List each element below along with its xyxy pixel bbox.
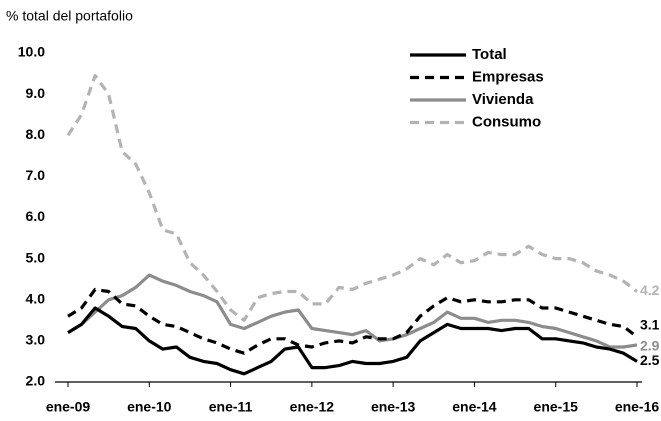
end-label: 2.9: [640, 338, 660, 354]
series-line: [67, 273, 638, 349]
y-tick-label: 6.0: [26, 208, 46, 224]
legend-label: Vivienda: [472, 91, 534, 108]
end-label: 3.1: [640, 316, 660, 332]
x-tick-label: ene-10: [127, 399, 172, 415]
y-tick-label: 3.0: [26, 332, 46, 348]
y-tick-label: 10.0: [18, 44, 45, 60]
series-line: [67, 287, 638, 355]
y-tick-label: 2.0: [26, 373, 46, 389]
y-tick-label: 7.0: [26, 167, 46, 183]
x-tick-label: ene-13: [371, 399, 416, 415]
end-label: 4.2: [640, 282, 660, 298]
y-tick-label: 5.0: [26, 249, 46, 265]
legend-label: Total: [472, 46, 507, 63]
x-tick-label: ene-12: [290, 399, 335, 415]
chart-title: % total del portafolio: [6, 8, 133, 24]
y-tick-label: 4.0: [26, 290, 46, 306]
x-tick-label: ene-11: [209, 399, 253, 415]
x-tick-label: ene-16: [615, 399, 660, 415]
series-line: [66, 74, 638, 322]
legend-label: Empresas: [472, 68, 544, 85]
legend-label: Consumo: [472, 113, 541, 130]
y-tick-label: 8.0: [26, 126, 46, 142]
end-label: 2.5: [640, 352, 660, 368]
series-line: [67, 306, 638, 376]
x-tick-label: ene-15: [534, 399, 579, 415]
x-tick-label: ene-14: [452, 399, 497, 415]
x-tick-label: ene-09: [46, 399, 91, 415]
y-tick-label: 9.0: [26, 85, 46, 101]
